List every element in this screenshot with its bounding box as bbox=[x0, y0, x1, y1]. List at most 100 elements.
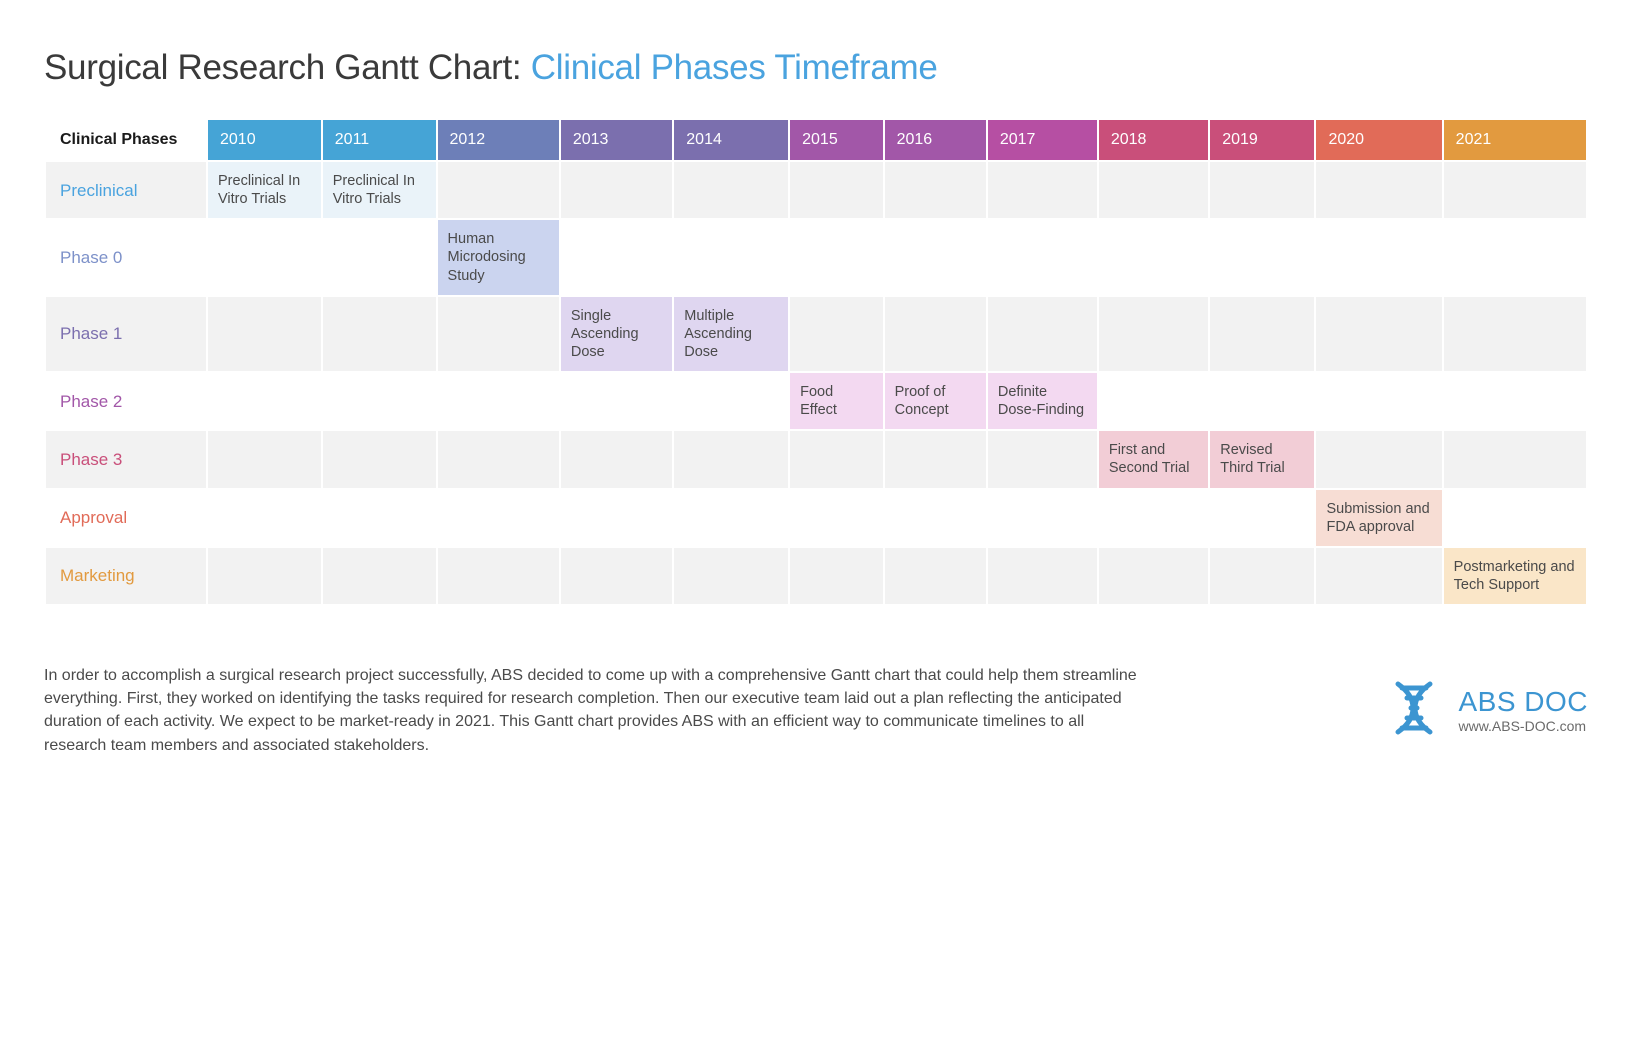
year-header: 2019 bbox=[1210, 120, 1314, 160]
gantt-cell bbox=[1444, 490, 1586, 546]
gantt-cell bbox=[988, 548, 1097, 604]
gantt-cell bbox=[438, 297, 559, 371]
gantt-cell: Postmarketing and Tech Support bbox=[1444, 548, 1586, 604]
title-main: Surgical Research Gantt Chart: bbox=[44, 48, 531, 87]
gantt-cell bbox=[561, 162, 672, 218]
gantt-cell bbox=[790, 297, 882, 371]
phase-label: Phase 3 bbox=[46, 431, 206, 487]
gantt-cell: Revised Third Trial bbox=[1210, 431, 1314, 487]
gantt-cell bbox=[885, 162, 986, 218]
gantt-cell: Proof of Concept bbox=[885, 373, 986, 429]
gantt-cell bbox=[561, 548, 672, 604]
gantt-cell bbox=[1316, 162, 1441, 218]
year-header: 2012 bbox=[438, 120, 559, 160]
gantt-cell: Food Effect bbox=[790, 373, 882, 429]
gantt-cell bbox=[1099, 490, 1208, 546]
gantt-cell bbox=[208, 548, 321, 604]
phase-label: Phase 2 bbox=[46, 373, 206, 429]
gantt-cell bbox=[674, 548, 788, 604]
gantt-cell bbox=[1210, 220, 1314, 294]
gantt-cell bbox=[1210, 297, 1314, 371]
footer-text: In order to accomplish a surgical resear… bbox=[44, 664, 1144, 757]
phase-label: Phase 1 bbox=[46, 297, 206, 371]
gantt-row: Phase 2 Food EffectProof of ConceptDefini… bbox=[46, 373, 1586, 429]
phase-header: Clinical Phases bbox=[46, 120, 206, 160]
gantt-cell bbox=[674, 220, 788, 294]
year-header: 2010 bbox=[208, 120, 321, 160]
gantt-cell bbox=[1210, 490, 1314, 546]
gantt-cell: Human Microdosing Study bbox=[438, 220, 559, 294]
gantt-cell bbox=[790, 490, 882, 546]
gantt-cell bbox=[885, 297, 986, 371]
gantt-cell bbox=[885, 548, 986, 604]
gantt-cell bbox=[1099, 162, 1208, 218]
title-sub: Clinical Phases Timeframe bbox=[531, 48, 938, 87]
brand-name: ABS DOC bbox=[1458, 686, 1588, 718]
gantt-cell bbox=[208, 297, 321, 371]
dna-helix-icon bbox=[1384, 678, 1444, 743]
gantt-cell bbox=[674, 373, 788, 429]
gantt-cell bbox=[208, 431, 321, 487]
gantt-cell bbox=[988, 490, 1097, 546]
gantt-cell bbox=[1099, 297, 1208, 371]
year-header: 2016 bbox=[885, 120, 986, 160]
gantt-cell: Preclinical In Vitro Trials bbox=[208, 162, 321, 218]
gantt-row: PreclinicalPreclinical In Vitro TrialsPr… bbox=[46, 162, 1586, 218]
gantt-cell bbox=[1099, 548, 1208, 604]
gantt-cell bbox=[1316, 297, 1441, 371]
gantt-cell bbox=[885, 431, 986, 487]
gantt-cell bbox=[1444, 297, 1586, 371]
brand-url: www.ABS-DOC.com bbox=[1458, 718, 1588, 734]
gantt-row: Phase 0 Human Microdosing Study bbox=[46, 220, 1586, 294]
gantt-cell bbox=[561, 220, 672, 294]
gantt-cell bbox=[1099, 220, 1208, 294]
gantt-cell bbox=[1316, 220, 1441, 294]
gantt-cell bbox=[323, 220, 436, 294]
gantt-cell bbox=[1444, 431, 1586, 487]
year-header: 2011 bbox=[323, 120, 436, 160]
gantt-row: Phase 3First and Second TrialRevised Thi… bbox=[46, 431, 1586, 487]
footer: In order to accomplish a surgical resear… bbox=[44, 664, 1588, 757]
gantt-cell bbox=[674, 162, 788, 218]
brand-text: ABS DOC www.ABS-DOC.com bbox=[1458, 686, 1588, 734]
gantt-cell bbox=[323, 297, 436, 371]
gantt-cell: Multiple Ascending Dose bbox=[674, 297, 788, 371]
phase-label: Approval bbox=[46, 490, 206, 546]
gantt-cell bbox=[790, 431, 882, 487]
gantt-cell bbox=[1210, 373, 1314, 429]
year-header: 2018 bbox=[1099, 120, 1208, 160]
gantt-cell bbox=[438, 548, 559, 604]
brand-block: ABS DOC www.ABS-DOC.com bbox=[1384, 678, 1588, 743]
gantt-cell bbox=[438, 373, 559, 429]
gantt-cell bbox=[561, 490, 672, 546]
year-header: 2015 bbox=[790, 120, 882, 160]
gantt-cell bbox=[208, 220, 321, 294]
gantt-cell bbox=[1444, 162, 1586, 218]
gantt-cell bbox=[885, 220, 986, 294]
gantt-cell bbox=[988, 220, 1097, 294]
gantt-chart: Clinical Phases2010201120122013201420152… bbox=[44, 118, 1588, 606]
gantt-cell bbox=[1444, 373, 1586, 429]
chart-title: Surgical Research Gantt Chart: Clinical … bbox=[44, 48, 1588, 88]
gantt-cell bbox=[674, 490, 788, 546]
gantt-cell bbox=[561, 373, 672, 429]
gantt-cell: Submission and FDA approval bbox=[1316, 490, 1441, 546]
year-header: 2020 bbox=[1316, 120, 1441, 160]
gantt-header: Clinical Phases2010201120122013201420152… bbox=[46, 120, 1586, 160]
gantt-cell bbox=[988, 297, 1097, 371]
phase-label: Preclinical bbox=[46, 162, 206, 218]
gantt-cell bbox=[438, 431, 559, 487]
gantt-cell bbox=[1210, 548, 1314, 604]
gantt-cell bbox=[323, 373, 436, 429]
gantt-cell bbox=[1099, 373, 1208, 429]
gantt-cell bbox=[323, 431, 436, 487]
year-header: 2017 bbox=[988, 120, 1097, 160]
gantt-cell bbox=[988, 431, 1097, 487]
gantt-cell bbox=[561, 431, 672, 487]
phase-label: Phase 0 bbox=[46, 220, 206, 294]
gantt-cell bbox=[885, 490, 986, 546]
gantt-cell bbox=[1316, 431, 1441, 487]
year-header: 2013 bbox=[561, 120, 672, 160]
gantt-cell: Definite Dose-Finding bbox=[988, 373, 1097, 429]
gantt-cell bbox=[988, 162, 1097, 218]
